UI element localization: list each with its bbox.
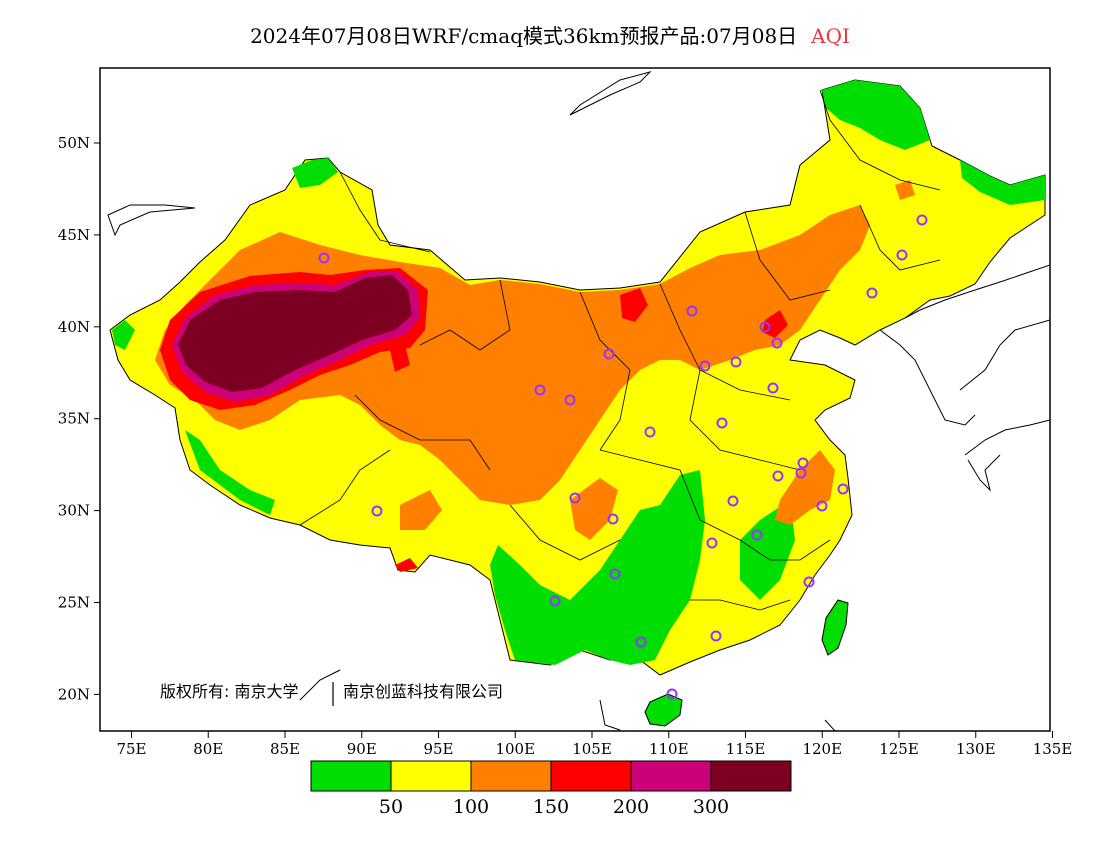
legend-label: 300 <box>693 796 729 818</box>
x-tick-label: 115E <box>726 740 766 758</box>
station-marker <box>644 426 656 438</box>
station-marker <box>635 636 647 648</box>
y-tick-label: 30N <box>58 502 90 520</box>
y-tick-label: 40N <box>58 318 90 336</box>
aqi-excellent-northeast <box>822 80 930 150</box>
x-tick-label: 75E <box>116 740 146 758</box>
x-tick-label: 80E <box>193 740 223 758</box>
station-marker <box>569 492 581 504</box>
aqi-excellent-southwest <box>490 470 705 665</box>
legend-label: 100 <box>453 796 489 818</box>
map-title: 2024年07月08日WRF/cmaq模式36km预报产品:07月08日 AQI <box>0 20 1100 49</box>
x-tick-label: 130E <box>956 740 996 758</box>
x-tick-label: 135E <box>1033 740 1073 758</box>
station-marker <box>896 249 908 261</box>
station-marker <box>866 287 878 299</box>
y-tick-label: 20N <box>58 685 90 703</box>
station-marker <box>751 529 763 541</box>
aqi-moderate-pollution-border <box>395 558 418 572</box>
station-marker <box>706 537 718 549</box>
aqi-excellent-taiwan <box>821 599 849 656</box>
station-marker <box>607 513 619 525</box>
y-tick-label: 50N <box>58 134 90 152</box>
aqi-light-pollution-east <box>775 450 835 525</box>
legend-label: 200 <box>613 796 649 818</box>
map-frame <box>99 67 1051 732</box>
station-marker <box>666 688 678 700</box>
station-marker <box>371 505 383 517</box>
station-marker <box>916 214 928 226</box>
station-marker <box>534 384 546 396</box>
aqi-severe-pollution <box>178 275 412 392</box>
x-tick-label: 100E <box>495 740 535 758</box>
aqi-excellent-northeast-east <box>960 160 1045 205</box>
aqi-legend: 50 100 150 200 300 <box>310 760 792 818</box>
station-marker <box>759 321 771 333</box>
title-variable: AQI <box>811 24 850 48</box>
legend-swatch <box>550 760 632 792</box>
aqi-excellent-hainan <box>644 693 683 727</box>
station-marker <box>803 576 815 588</box>
x-axis-ticks: 75E 80E 85E 90E 95E 100E 105E 110E 115E 120E 125E 1… <box>116 731 1072 758</box>
station-marker <box>699 360 711 372</box>
station-markers <box>318 214 928 700</box>
copyright-left: 版权所有: 南京大学 <box>160 682 298 701</box>
legend-swatch <box>710 760 792 792</box>
aqi-light-pollution-sichuan <box>570 478 618 540</box>
aqi-moderate-pollution-qinghai <box>390 345 410 372</box>
station-marker <box>795 467 807 479</box>
province-boundaries <box>299 89 941 611</box>
aqi-light-pollution-tibet <box>400 490 442 530</box>
station-marker <box>767 382 779 394</box>
y-axis-ticks: 50N 45N 40N 35N 30N 25N 20N <box>58 134 100 703</box>
x-tick-label: 110E <box>649 740 689 758</box>
station-marker <box>837 483 849 495</box>
station-marker <box>727 495 739 507</box>
x-tick-label: 95E <box>423 740 453 758</box>
legend-label: 150 <box>533 796 569 818</box>
copyright-right: 南京创蓝科技有限公司 <box>343 682 503 701</box>
aqi-excellent-hunan <box>740 500 795 600</box>
y-tick-label: 25N <box>58 594 90 612</box>
station-marker <box>797 457 809 469</box>
aqi-excellent-xinjiang-west <box>112 320 135 350</box>
x-tick-label: 125E <box>879 740 919 758</box>
x-tick-label: 105E <box>572 740 612 758</box>
aqi-light-pollution-northeast <box>895 180 915 200</box>
station-marker <box>318 252 330 264</box>
y-tick-label: 45N <box>58 226 90 244</box>
station-marker <box>686 305 698 317</box>
legend-swatch <box>630 760 712 792</box>
x-tick-label: 90E <box>347 740 377 758</box>
station-marker <box>772 470 784 482</box>
station-marker <box>730 356 742 368</box>
legend-label: 50 <box>379 796 403 818</box>
legend-swatch <box>390 760 472 792</box>
station-marker <box>716 417 728 429</box>
y-tick-label: 35N <box>58 410 90 428</box>
legend-swatch <box>470 760 552 792</box>
legend-swatch <box>310 760 392 792</box>
station-marker <box>771 337 783 349</box>
x-tick-label: 120E <box>802 740 842 758</box>
title-main: 2024年07月08日WRF/cmaq模式36km预报产品:07月08日 <box>250 24 798 48</box>
station-marker <box>816 500 828 512</box>
station-marker <box>710 630 722 642</box>
station-marker <box>603 348 615 360</box>
neighbor-coastlines <box>107 71 1050 731</box>
station-marker <box>564 394 576 406</box>
aqi-excellent-xinjiang-north <box>292 158 338 188</box>
x-tick-label: 85E <box>270 740 300 758</box>
station-marker <box>549 595 561 607</box>
station-marker <box>609 568 621 580</box>
aqi-moderate-pollution-ningxia <box>620 288 648 322</box>
aqi-excellent-tibet-west <box>185 430 275 515</box>
